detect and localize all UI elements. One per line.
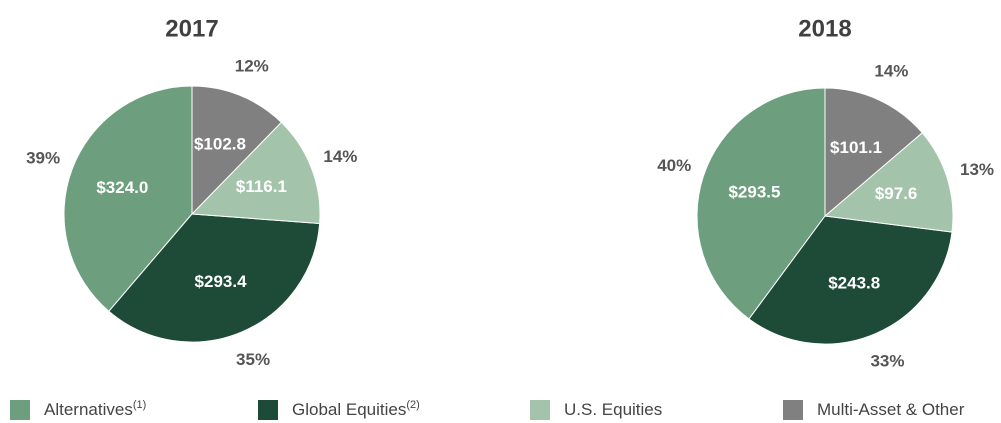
- pie-slice: [108, 213, 321, 343]
- chart-title: 2018: [798, 15, 851, 42]
- pie-slice: [823, 132, 954, 233]
- percentage-label: 39%: [26, 149, 60, 168]
- legend-text: Global Equities: [292, 400, 406, 419]
- percentage-label: 14%: [323, 147, 357, 166]
- percentage-label: 40%: [657, 156, 691, 175]
- legend-swatch: [10, 400, 30, 420]
- pie-slice: [748, 215, 953, 345]
- value-label: $97.6: [875, 184, 918, 203]
- legend-label: Multi-Asset & Other: [817, 400, 965, 419]
- value-label: $243.8: [828, 274, 880, 293]
- pie-slice: [191, 85, 283, 216]
- legend-text: U.S. Equities: [564, 400, 662, 419]
- value-label: $116.1: [236, 177, 287, 196]
- percentage-label: 14%: [874, 61, 908, 80]
- percentage-label: 33%: [870, 351, 904, 370]
- value-label: $324.0: [96, 178, 148, 197]
- value-label: $101.1: [830, 138, 882, 157]
- percentage-label: 35%: [236, 350, 270, 369]
- legend-swatch: [530, 400, 550, 420]
- chart-title: 2017: [165, 15, 218, 42]
- pie-slice: [824, 87, 923, 218]
- legend-label: Alternatives(1): [44, 399, 146, 420]
- legend-note: (1): [133, 399, 146, 411]
- percentage-label: 13%: [960, 160, 994, 179]
- legend-text: Alternatives: [44, 400, 133, 419]
- legend-swatch: [258, 400, 278, 420]
- pie-slice: [190, 121, 321, 224]
- legend-label: U.S. Equities: [564, 400, 662, 419]
- pie-slice: [63, 85, 193, 312]
- legend-label: Global Equities(2): [292, 399, 420, 420]
- value-label: $293.4: [195, 272, 248, 291]
- legend-note: (2): [406, 399, 419, 411]
- legend-text: Multi-Asset & Other: [817, 400, 965, 419]
- value-label: $293.5: [728, 182, 780, 201]
- value-label: $102.8: [194, 135, 246, 154]
- legend-swatch: [783, 400, 803, 420]
- percentage-label: 12%: [235, 56, 269, 75]
- pie-slice: [696, 87, 826, 320]
